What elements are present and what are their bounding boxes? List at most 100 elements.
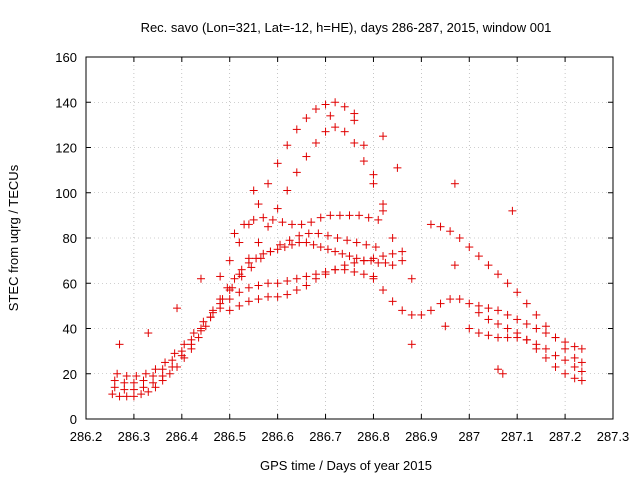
data-point [264,179,273,188]
data-point [369,274,378,283]
data-points [108,98,586,401]
data-point [561,344,570,353]
data-point [331,98,340,107]
data-point [108,390,117,399]
data-point [285,236,294,245]
data-point [522,335,531,344]
data-point [316,213,325,222]
data-point [302,114,311,123]
data-point [206,313,215,322]
data-point [561,369,570,378]
x-tick-label: 286.5 [213,429,246,444]
data-point [218,295,227,304]
data-point [484,315,493,324]
data-point [292,168,301,177]
data-point [122,392,131,401]
data-point [498,369,507,378]
x-tick-label: 286.3 [118,429,151,444]
x-tick-label: 287.1 [501,429,534,444]
data-point [577,358,586,367]
data-point [165,369,174,378]
data-point [314,229,323,238]
data-point [292,274,301,283]
data-point [398,256,407,265]
data-point [237,272,246,281]
data-point [309,240,318,249]
data-point [173,304,182,313]
data-point [436,299,445,308]
data-point [199,317,208,326]
data-point [168,356,177,365]
data-point [129,378,138,387]
data-point [532,324,541,333]
data-point [503,279,512,288]
y-tick-label: 80 [63,231,77,246]
data-point [494,365,503,374]
data-point [225,256,234,265]
data-point [256,254,265,263]
data-point [311,105,320,114]
data-point [393,163,402,172]
data-point [244,254,253,263]
data-point [362,240,371,249]
y-tick-label: 100 [55,186,77,201]
data-point [570,353,579,362]
data-point [379,200,388,209]
data-point [381,258,390,267]
data-point [235,288,244,297]
data-point [345,252,354,261]
x-axis-label: GPS time / Days of year 2015 [260,458,432,473]
data-point [323,245,332,254]
data-point [283,186,292,195]
data-point [288,240,297,249]
data-point [302,152,311,161]
data-point [139,376,148,385]
x-tick-label: 286.2 [70,429,103,444]
data-point [561,356,570,365]
data-point [352,238,361,247]
data-point [359,141,368,150]
data-point [374,258,383,267]
data-point [369,254,378,263]
data-point [120,378,129,387]
y-tick-label: 20 [63,367,77,382]
data-point [494,270,503,279]
data-point [407,340,416,349]
data-point [177,347,186,356]
data-point [484,261,493,270]
data-point [151,365,160,374]
data-point [297,220,306,229]
y-axis-label: STEC from uqrg / TECUs [6,164,21,311]
data-point [280,243,289,252]
data-point [503,324,512,333]
x-tick-label: 287.2 [549,429,582,444]
data-point [316,243,325,252]
data-point [321,100,330,109]
data-point [110,383,119,392]
data-point [120,385,129,394]
data-point [208,306,217,315]
axis-ticks: 286.2 286.3 286.4 286.5 286.6 286.7 286.8 286.9… [55,50,629,444]
data-point [379,132,388,141]
data-point [302,272,311,281]
data-point [331,123,340,132]
data-point [513,288,522,297]
data-point [141,369,150,378]
data-point [170,349,179,358]
data-point [343,236,352,245]
data-point [249,215,258,224]
data-point [276,240,285,249]
data-point [132,372,141,381]
data-point [541,329,550,338]
data-point [273,245,282,254]
data-point [494,333,503,342]
data-point [311,138,320,147]
data-point [417,310,426,319]
data-point [331,265,340,274]
data-point [122,372,131,381]
data-point [113,369,122,378]
data-point [450,179,459,188]
data-point [321,270,330,279]
data-point [532,340,541,349]
x-tick-label: 286.8 [357,429,390,444]
